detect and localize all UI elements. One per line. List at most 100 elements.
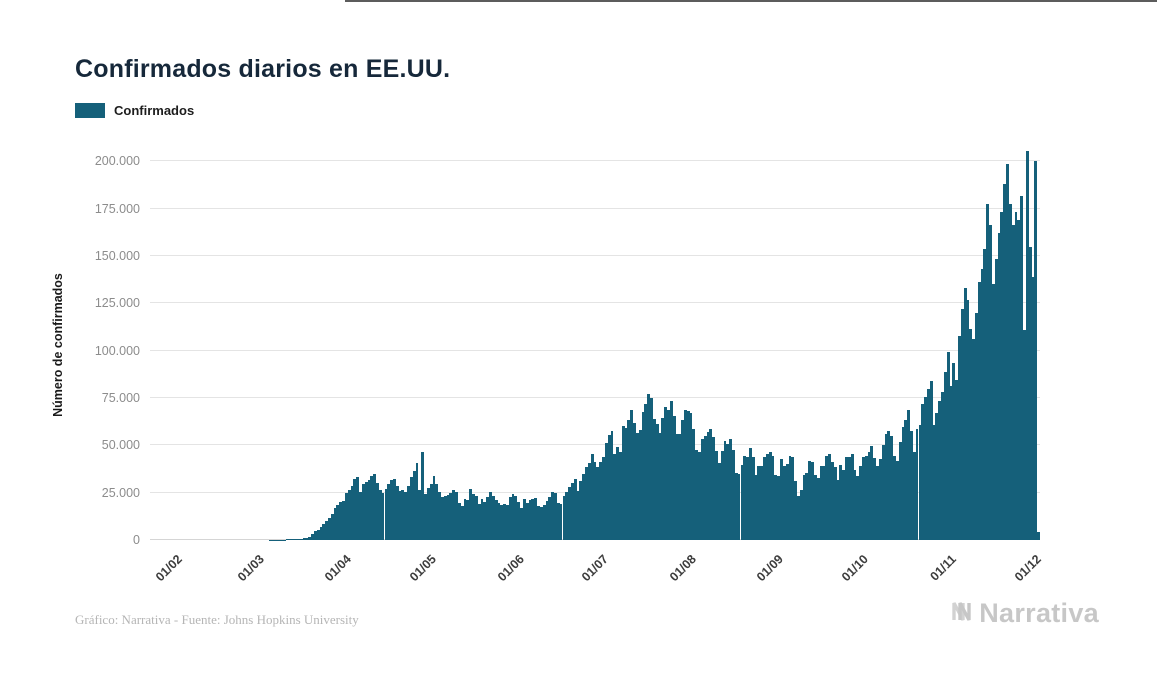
- bar: [667, 409, 670, 540]
- bar: [788, 456, 792, 540]
- bar: [658, 433, 662, 540]
- bar: [469, 489, 473, 540]
- bar: [943, 372, 947, 540]
- bar: [506, 504, 509, 540]
- x-tick-label: 01/12: [1011, 552, 1044, 585]
- bar: [712, 437, 716, 540]
- bar: [717, 463, 721, 540]
- bar: [539, 506, 543, 540]
- bar: [763, 457, 766, 540]
- bar: [477, 504, 481, 540]
- narrativa-logo: Narrativa: [951, 598, 1099, 629]
- bar: [853, 470, 857, 540]
- bar: [432, 475, 436, 540]
- bar: [409, 476, 413, 540]
- bar: [859, 466, 862, 540]
- bar: [381, 492, 385, 540]
- y-tick-label: 150.000: [94, 248, 140, 263]
- bar: [1017, 219, 1021, 540]
- bar: [435, 483, 439, 540]
- bar: [418, 489, 422, 540]
- bar: [898, 441, 902, 540]
- bar: [876, 466, 879, 540]
- bar: [361, 483, 365, 540]
- bar: [983, 249, 987, 540]
- bar: [619, 452, 622, 540]
- bar: [429, 484, 433, 540]
- narrativa-logo-icon: [951, 599, 975, 628]
- bar: [698, 452, 701, 540]
- bar: [867, 451, 871, 540]
- bar: [901, 426, 905, 540]
- bar: [604, 443, 608, 540]
- bar: [830, 461, 834, 540]
- gridline: [150, 160, 1040, 162]
- bar: [474, 495, 478, 540]
- bar: [791, 457, 795, 540]
- bar: [935, 413, 939, 540]
- bar: [989, 224, 992, 540]
- bar: [819, 466, 823, 540]
- bar: [483, 502, 487, 540]
- bar: [633, 423, 636, 540]
- bar: [511, 494, 515, 540]
- bar: [446, 494, 450, 540]
- bar: [1020, 196, 1024, 540]
- bar: [500, 505, 504, 540]
- bar: [514, 495, 518, 540]
- bar: [585, 466, 588, 540]
- bar: [760, 465, 764, 540]
- bar: [285, 539, 289, 540]
- bar: [390, 480, 393, 540]
- x-tick-label: 01/04: [322, 552, 355, 585]
- bar: [771, 456, 775, 540]
- bar: [958, 335, 961, 540]
- bar: [556, 502, 560, 540]
- y-tick-label: 25.000: [101, 485, 140, 500]
- bar: [847, 456, 851, 540]
- bar: [715, 450, 718, 540]
- bar: [587, 463, 591, 540]
- bar: [599, 462, 603, 540]
- bar: [455, 492, 458, 540]
- bar: [678, 433, 682, 540]
- bar: [522, 499, 526, 540]
- bar: [732, 449, 735, 540]
- bar: [568, 487, 571, 540]
- bar: [491, 495, 495, 540]
- bar: [565, 491, 569, 540]
- bar: [528, 499, 532, 540]
- bar: [1034, 161, 1038, 540]
- bar: [392, 479, 396, 540]
- bar: [1031, 276, 1035, 540]
- bar: [387, 484, 391, 540]
- bar: [655, 423, 659, 540]
- bar: [325, 520, 328, 540]
- bar: [291, 539, 295, 540]
- bar: [929, 381, 933, 540]
- bar: [836, 480, 840, 540]
- bar: [833, 466, 837, 540]
- bar: [946, 351, 950, 540]
- bar: [449, 493, 453, 540]
- bar: [915, 429, 919, 540]
- bar: [862, 457, 865, 540]
- bar: [638, 429, 642, 540]
- bar: [955, 380, 959, 540]
- legend-swatch: [75, 103, 105, 118]
- bar: [825, 455, 829, 540]
- narrativa-logo-text: Narrativa: [979, 598, 1099, 628]
- y-tick-label: 125.000: [94, 296, 140, 311]
- bar: [924, 396, 927, 540]
- bar: [424, 493, 427, 540]
- bar: [748, 447, 752, 540]
- x-tick-label: 01/03: [234, 552, 267, 585]
- x-tick-label: 01/02: [152, 552, 185, 585]
- bar: [805, 473, 809, 540]
- x-tick-label: 01/09: [754, 552, 787, 585]
- gridline: [150, 396, 1040, 398]
- bar: [890, 436, 894, 540]
- x-tick-label: 01/11: [927, 552, 959, 584]
- bar: [997, 232, 1001, 540]
- bar: [489, 491, 492, 540]
